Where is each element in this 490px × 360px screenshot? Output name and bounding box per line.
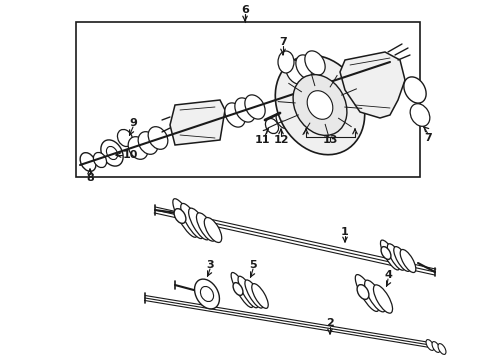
- Ellipse shape: [365, 280, 386, 312]
- Text: 8: 8: [86, 173, 94, 183]
- Polygon shape: [170, 100, 225, 145]
- Ellipse shape: [231, 273, 253, 307]
- Text: 5: 5: [249, 260, 257, 270]
- Ellipse shape: [245, 280, 263, 308]
- Ellipse shape: [80, 153, 96, 171]
- Ellipse shape: [400, 249, 416, 273]
- Ellipse shape: [380, 240, 399, 270]
- Ellipse shape: [387, 244, 405, 270]
- Ellipse shape: [438, 343, 446, 354]
- Ellipse shape: [293, 75, 347, 135]
- Ellipse shape: [233, 283, 243, 296]
- Text: 2: 2: [326, 318, 334, 328]
- Ellipse shape: [404, 77, 426, 103]
- Ellipse shape: [286, 60, 306, 84]
- Ellipse shape: [373, 285, 392, 313]
- Text: 4: 4: [384, 270, 392, 280]
- Ellipse shape: [381, 247, 391, 260]
- Ellipse shape: [118, 130, 133, 147]
- Ellipse shape: [148, 127, 168, 149]
- Text: 3: 3: [206, 260, 214, 270]
- Ellipse shape: [252, 284, 268, 309]
- Ellipse shape: [225, 103, 245, 127]
- Ellipse shape: [189, 208, 209, 240]
- Polygon shape: [340, 52, 405, 118]
- Bar: [76, 22, 420, 177]
- Text: 11: 11: [254, 135, 270, 145]
- Ellipse shape: [276, 112, 290, 129]
- Ellipse shape: [275, 55, 365, 155]
- Ellipse shape: [173, 199, 197, 237]
- Ellipse shape: [128, 137, 148, 159]
- Ellipse shape: [432, 342, 440, 352]
- Ellipse shape: [181, 203, 203, 239]
- Ellipse shape: [305, 51, 325, 75]
- Text: 1: 1: [341, 227, 349, 237]
- Ellipse shape: [196, 213, 216, 241]
- Text: 7: 7: [424, 133, 432, 143]
- Text: 9: 9: [129, 118, 137, 128]
- Ellipse shape: [106, 147, 118, 159]
- Ellipse shape: [195, 279, 220, 309]
- Ellipse shape: [204, 217, 221, 243]
- Text: 12: 12: [273, 135, 289, 145]
- Ellipse shape: [138, 132, 158, 154]
- Ellipse shape: [410, 104, 430, 126]
- Text: 7: 7: [279, 37, 287, 47]
- Ellipse shape: [307, 91, 333, 119]
- Ellipse shape: [278, 51, 294, 73]
- Ellipse shape: [357, 285, 369, 300]
- Ellipse shape: [94, 152, 106, 167]
- Ellipse shape: [101, 140, 123, 166]
- Ellipse shape: [238, 276, 258, 308]
- Ellipse shape: [174, 209, 186, 223]
- Ellipse shape: [200, 287, 214, 302]
- Ellipse shape: [235, 98, 255, 122]
- Ellipse shape: [394, 247, 410, 271]
- Text: 6: 6: [241, 5, 249, 15]
- Ellipse shape: [245, 95, 265, 119]
- Text: 10: 10: [122, 150, 138, 160]
- Ellipse shape: [266, 118, 278, 134]
- Ellipse shape: [355, 275, 379, 311]
- Text: 13: 13: [322, 135, 338, 145]
- Ellipse shape: [426, 339, 434, 350]
- Ellipse shape: [296, 55, 316, 79]
